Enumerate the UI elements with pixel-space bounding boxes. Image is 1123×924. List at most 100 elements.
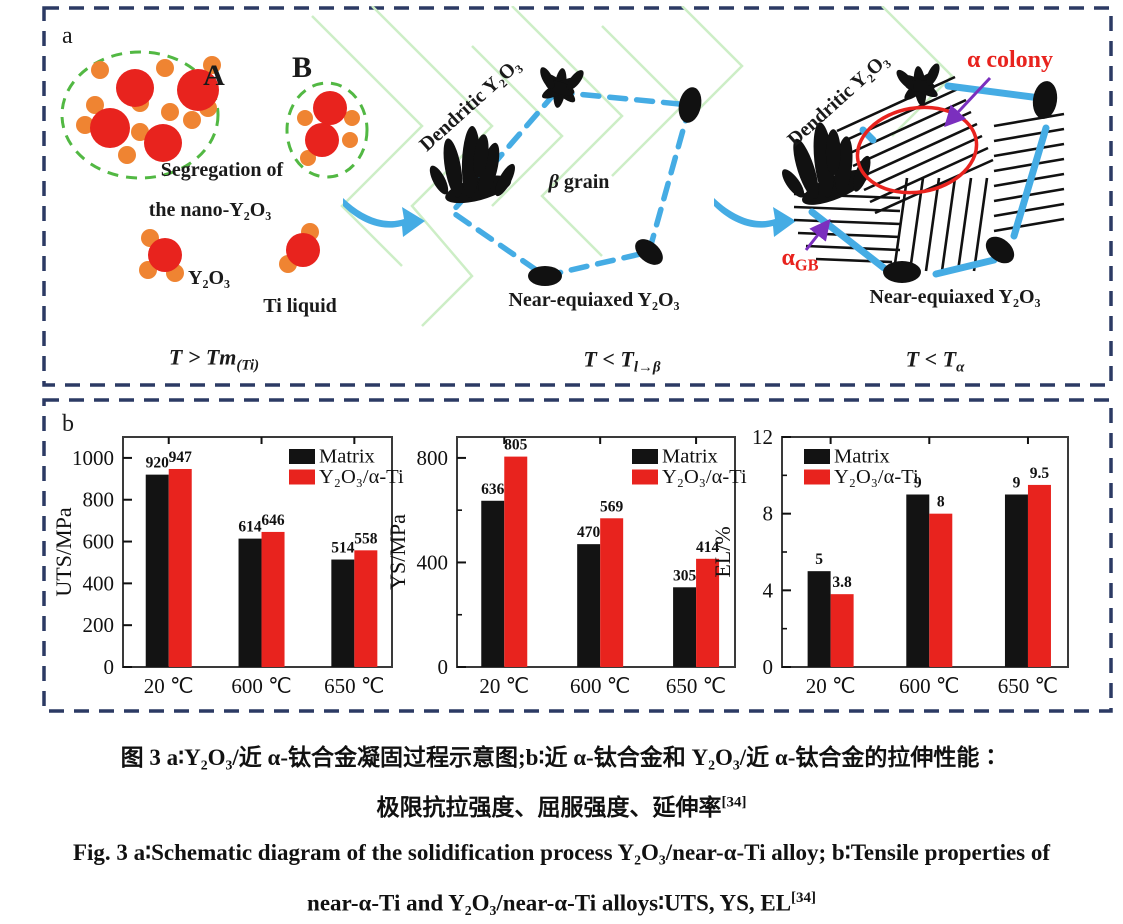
caption-zh-line1: 图 3 a∶Y₂O₃/近 α-钛合金凝固过程示意图;b∶近 α-钛合金和 Y₂O… (120, 745, 1003, 770)
bar-y-o-ti (504, 456, 528, 667)
legend-label: Y₂O₃/α-Ti (662, 466, 747, 488)
equiaxed-particle (635, 239, 663, 265)
panel-a-drawing (60, 6, 1065, 327)
stage2-temperature: T < Tl→β (583, 346, 661, 376)
bar-matrix (481, 500, 505, 667)
near-equiaxed-label-stage2: Near-equiaxed Y₂O₃ (508, 289, 680, 311)
segregation-text-line1: Segregation of (160, 159, 284, 181)
panel-a: a A B Segregation of the nano-Y₂O₃ Y₂O₃ … (42, 6, 1113, 387)
bar-matrix (331, 559, 355, 667)
bar-value-label: 805 (504, 437, 528, 454)
oxygen-particles (76, 56, 221, 164)
bar-value-label: 3.8 (832, 574, 852, 591)
bar-value-label: 305 (673, 567, 697, 584)
bar-y-o-ti (830, 594, 854, 667)
bar-value-label: 636 (481, 481, 505, 498)
legend-swatch (632, 469, 658, 485)
equiaxed-particle (678, 87, 702, 123)
bar-value-label: 8 (937, 494, 945, 511)
y-tick-label: 800 (417, 446, 449, 470)
y-axis-label: EL/% (710, 526, 735, 577)
y-tick-label: 400 (83, 571, 115, 595)
bar-y-o-ti (600, 518, 624, 667)
bar-value-label: 569 (600, 498, 624, 515)
yttria-particles (305, 91, 347, 157)
legend-label: Matrix (662, 446, 718, 468)
transform-arrow-2 (714, 198, 796, 237)
bar-matrix (238, 538, 262, 667)
equiaxed-particle (883, 261, 921, 283)
bar-y-o-ti (1027, 484, 1051, 667)
y-tick-label: 0 (438, 655, 449, 679)
free-molecule-1 (139, 229, 184, 282)
caption-en-line2: near-α-Ti and Y₂O₃/near-α-Ti alloys∶UTS,… (307, 890, 816, 916)
equiaxed-particle (1032, 81, 1058, 119)
x-category-label: 600 ℃ (570, 674, 630, 698)
cluster-a-label: A (203, 59, 225, 92)
bar-value-label: 920 (146, 455, 170, 472)
oxygen-particles (297, 110, 360, 166)
y-tick-label: 12 (752, 425, 773, 449)
legend-swatch (804, 449, 830, 464)
y-tick-label: 400 (417, 550, 449, 574)
bar-value-label: 414 (696, 539, 720, 556)
bar-y-o-ti (168, 468, 192, 667)
bar-value-label: 514 (331, 540, 355, 557)
bar-y-o-ti (696, 558, 720, 667)
bar-value-label: 558 (354, 530, 378, 547)
cluster-b-outline (285, 81, 369, 179)
caption-zh-line2: 极限抗拉强度、屈服强度、延伸率[34] (376, 794, 747, 820)
legend-swatch (804, 469, 830, 485)
equiaxed-particle (528, 266, 562, 286)
chart-YSMPa: 0 400 800 YS/MPa 20 ℃ 636 805 600 ℃ 470 569 650 ℃ 3… (385, 436, 747, 698)
y-tick-label: 200 (83, 613, 115, 637)
bar-y-o-ti (261, 531, 285, 667)
transform-arrow-1 (343, 198, 425, 237)
alpha-colony-pointer (944, 76, 992, 128)
panel-b-label: b (62, 411, 74, 437)
y-tick-label: 800 (83, 488, 115, 512)
bar-value-label: 614 (238, 519, 262, 536)
y-axis-label: YS/MPa (385, 514, 410, 590)
y-tick-label: 600 (83, 530, 115, 554)
near-equiaxed-label-stage3: Near-equiaxed Y₂O₃ (869, 286, 1041, 308)
bar-y-o-ti (929, 513, 953, 667)
beta-grain-boundary (447, 89, 694, 279)
x-category-label: 20 ℃ (144, 674, 194, 698)
alpha-colony-circle (855, 105, 979, 195)
bar-value-label: 470 (577, 524, 601, 541)
equiaxed-particle (985, 236, 1015, 264)
bar-matrix (906, 494, 930, 667)
panel-b: b 0 200 400 600 800 1000 UTS/MPa 20 ℃ 920 947 600 … (42, 398, 1113, 713)
bar-matrix (1004, 494, 1028, 667)
caption-en-line1: Fig. 3 a∶Schematic diagram of the solidi… (72, 840, 1051, 865)
chart-UTSMPa: 0 200 400 600 800 1000 UTS/MPa 20 ℃ 920 947 600 ℃ 6… (51, 436, 404, 698)
dendritic-y2o3-small (532, 61, 588, 112)
y-tick-label: 4 (763, 578, 774, 602)
x-category-label: 20 ℃ (479, 674, 529, 698)
bar-y-o-ti (354, 550, 378, 667)
cluster-a-outline (60, 50, 220, 180)
x-category-label: 20 ℃ (806, 674, 856, 698)
stage1-temperature: T > Tm(Ti) (168, 344, 260, 374)
legend-label: Y₂O₃/α-Ti (834, 466, 919, 488)
alpha-gb-pointer (804, 218, 831, 251)
cluster-a (60, 50, 221, 180)
bar-matrix (145, 474, 169, 667)
panel-a-label: a (62, 23, 73, 49)
beta-grain-label: β grain (548, 171, 610, 193)
legend-swatch (289, 469, 315, 485)
free-molecule-2 (279, 223, 320, 273)
yttria-particles (90, 69, 219, 162)
x-category-label: 650 ℃ (998, 674, 1058, 698)
x-category-label: 650 ℃ (666, 674, 726, 698)
bar-matrix (673, 587, 697, 667)
x-category-label: 600 ℃ (899, 674, 959, 698)
y-tick-label: 8 (763, 502, 774, 526)
legend-label: Matrix (834, 446, 890, 468)
cluster-b (285, 81, 369, 179)
bar-value-label: 9 (1013, 475, 1021, 492)
bar-value-label: 9.5 (1030, 465, 1050, 482)
